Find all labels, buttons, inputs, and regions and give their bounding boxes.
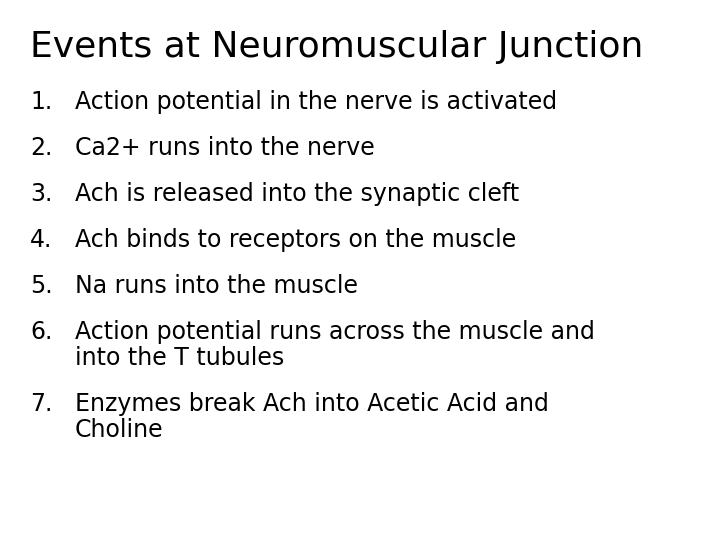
Text: Events at Neuromuscular Junction: Events at Neuromuscular Junction	[30, 30, 644, 64]
Text: Action potential runs across the muscle and: Action potential runs across the muscle …	[75, 320, 595, 344]
Text: 7.: 7.	[30, 392, 53, 416]
Text: Ach is released into the synaptic cleft: Ach is released into the synaptic cleft	[75, 182, 519, 206]
Text: Choline: Choline	[75, 418, 163, 442]
Text: into the T tubules: into the T tubules	[75, 346, 284, 370]
Text: Enzymes break Ach into Acetic Acid and: Enzymes break Ach into Acetic Acid and	[75, 392, 549, 416]
Text: 4.: 4.	[30, 228, 53, 252]
Text: 3.: 3.	[30, 182, 53, 206]
Text: 1.: 1.	[30, 90, 53, 114]
Text: Ca2+ runs into the nerve: Ca2+ runs into the nerve	[75, 136, 374, 160]
Text: 5.: 5.	[30, 274, 53, 298]
Text: 2.: 2.	[30, 136, 53, 160]
Text: Ach binds to receptors on the muscle: Ach binds to receptors on the muscle	[75, 228, 516, 252]
Text: Action potential in the nerve is activated: Action potential in the nerve is activat…	[75, 90, 557, 114]
Text: 6.: 6.	[30, 320, 53, 344]
Text: Na runs into the muscle: Na runs into the muscle	[75, 274, 358, 298]
